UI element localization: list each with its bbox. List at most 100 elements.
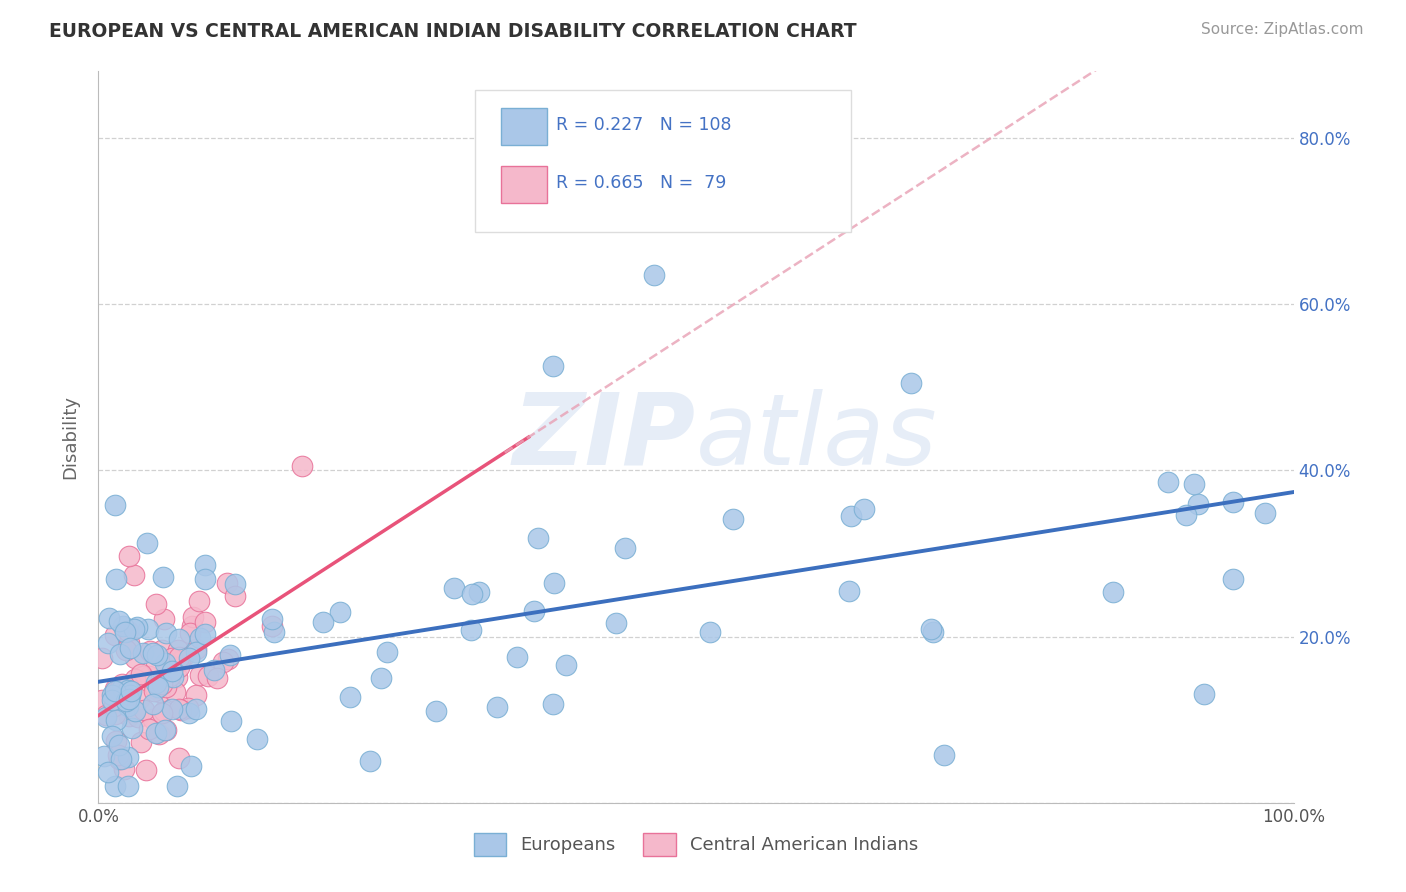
Point bbox=[108, 681, 131, 695]
Point bbox=[122, 622, 145, 636]
Point bbox=[921, 624, 943, 639]
Point bbox=[186, 642, 208, 657]
Point bbox=[188, 632, 211, 646]
Point bbox=[217, 652, 239, 666]
Point bbox=[179, 626, 201, 640]
Point bbox=[541, 697, 564, 711]
Point bbox=[132, 646, 155, 660]
Point bbox=[160, 651, 183, 665]
Point bbox=[132, 703, 155, 717]
Text: Source: ZipAtlas.com: Source: ZipAtlas.com bbox=[1201, 22, 1364, 37]
Point bbox=[186, 645, 208, 659]
Point bbox=[181, 619, 204, 633]
Point bbox=[117, 679, 139, 693]
Point bbox=[118, 636, 141, 650]
Point bbox=[98, 610, 121, 624]
Point bbox=[142, 712, 165, 726]
Point bbox=[118, 709, 141, 723]
Point bbox=[117, 683, 139, 698]
Point bbox=[1194, 687, 1216, 701]
Point bbox=[838, 584, 860, 599]
Point bbox=[169, 632, 191, 646]
Point bbox=[187, 594, 209, 608]
Point bbox=[136, 536, 159, 550]
Point bbox=[699, 625, 721, 640]
Point bbox=[150, 676, 173, 690]
Point bbox=[97, 635, 120, 649]
Point bbox=[150, 643, 173, 657]
Point bbox=[212, 655, 235, 669]
Point bbox=[219, 714, 242, 728]
Point bbox=[150, 672, 173, 686]
Point bbox=[153, 612, 176, 626]
Point bbox=[101, 729, 124, 743]
Point bbox=[155, 626, 177, 640]
Point bbox=[103, 698, 125, 713]
Point bbox=[148, 680, 170, 694]
Point bbox=[176, 701, 198, 715]
Point bbox=[167, 660, 190, 674]
Point bbox=[124, 704, 146, 718]
Point bbox=[160, 664, 183, 678]
Point bbox=[312, 615, 335, 629]
Point bbox=[145, 597, 167, 611]
Point bbox=[148, 727, 170, 741]
Point bbox=[839, 508, 862, 523]
Point bbox=[194, 615, 217, 629]
Point bbox=[124, 673, 146, 687]
Point bbox=[461, 586, 484, 600]
Point bbox=[375, 645, 398, 659]
Text: R = 0.227   N = 108: R = 0.227 N = 108 bbox=[557, 116, 731, 134]
Point bbox=[262, 619, 284, 633]
Point bbox=[104, 628, 127, 642]
Point bbox=[105, 733, 128, 747]
Point bbox=[145, 726, 167, 740]
Point bbox=[153, 656, 176, 670]
Point bbox=[181, 610, 204, 624]
Point bbox=[460, 624, 482, 638]
Point bbox=[136, 623, 159, 637]
Point bbox=[117, 779, 139, 793]
Point bbox=[167, 751, 190, 765]
Point bbox=[468, 585, 491, 599]
Point bbox=[169, 650, 191, 665]
Text: EUROPEAN VS CENTRAL AMERICAN INDIAN DISABILITY CORRELATION CHART: EUROPEAN VS CENTRAL AMERICAN INDIAN DISA… bbox=[49, 22, 856, 41]
Point bbox=[166, 779, 188, 793]
Point bbox=[142, 646, 165, 660]
Point bbox=[94, 708, 117, 723]
Point bbox=[543, 576, 565, 591]
Point bbox=[160, 702, 183, 716]
Point bbox=[159, 669, 181, 683]
Point bbox=[93, 748, 115, 763]
Point bbox=[246, 732, 269, 747]
Point bbox=[148, 679, 170, 693]
Point bbox=[486, 699, 509, 714]
Point bbox=[114, 625, 136, 640]
Point bbox=[166, 643, 188, 657]
Point bbox=[194, 626, 217, 640]
Point bbox=[118, 691, 141, 706]
Point bbox=[97, 764, 120, 779]
Point bbox=[359, 754, 381, 768]
Point bbox=[260, 612, 283, 626]
Point bbox=[100, 689, 122, 703]
FancyBboxPatch shape bbox=[475, 90, 852, 232]
Point bbox=[149, 684, 172, 698]
Point bbox=[153, 704, 176, 718]
Point bbox=[166, 670, 188, 684]
Point bbox=[111, 681, 134, 695]
Point bbox=[115, 642, 138, 657]
Point bbox=[104, 684, 127, 698]
Point bbox=[202, 663, 225, 677]
Point bbox=[541, 359, 564, 374]
Point bbox=[1157, 475, 1180, 490]
Point bbox=[205, 672, 228, 686]
Point bbox=[197, 669, 219, 683]
Point bbox=[107, 738, 129, 752]
Point bbox=[932, 748, 955, 763]
Point bbox=[132, 668, 155, 682]
Point bbox=[165, 685, 187, 699]
Point bbox=[425, 704, 447, 718]
Point bbox=[291, 459, 314, 474]
Point bbox=[527, 531, 550, 545]
